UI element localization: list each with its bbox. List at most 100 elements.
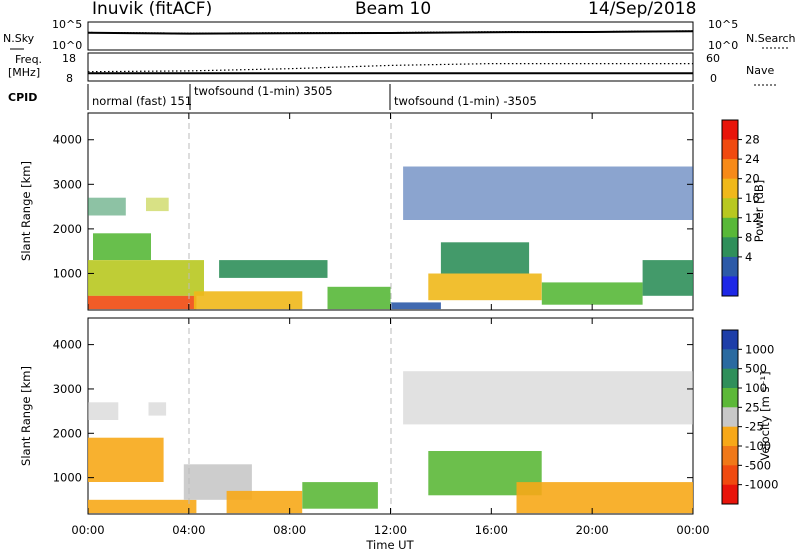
x-axis-title: Time UT xyxy=(365,538,414,552)
cpid-label: CPID xyxy=(8,91,37,104)
heatmap-region-3 xyxy=(88,499,197,514)
heatmap-region-4 xyxy=(146,197,169,212)
colorbar-frame xyxy=(721,329,739,505)
station-title: Inuvik (fitACF) xyxy=(92,0,212,19)
power-panel: 1000 2000 3000 4000 Slant Range [km] xyxy=(19,112,694,311)
velocity-colorbar: Velocity [m s⁻¹] 1000 500 100 25 -25 -100 -500… xyxy=(721,329,778,505)
beam-title: Beam 10 xyxy=(355,0,431,19)
colorbar-swatch-6 xyxy=(722,446,738,466)
freq-panel: Freq. [MHz] 18 8 60 0 Nave xyxy=(8,52,778,86)
colorbar-tick-label-0: 28 xyxy=(745,133,760,147)
colorbar-tick-label-2: 20 xyxy=(745,172,760,186)
noise-right-tick-top: 10^5 xyxy=(708,18,738,31)
heatmap-region-6 xyxy=(219,260,328,278)
colorbar-tick-label-1: 24 xyxy=(745,152,760,166)
heatmap-region-0 xyxy=(88,402,119,420)
colorbar-swatch-0 xyxy=(722,120,738,141)
freq-right-tick-top: 60 xyxy=(706,52,720,65)
noise-right-tick-bottom: 10^0 xyxy=(708,39,738,52)
x-tick-label-2: 08:00 xyxy=(273,523,306,537)
nave-series-line xyxy=(87,63,693,73)
heatmap-region-8 xyxy=(390,302,441,310)
colorbar-tick-label-4: -25 xyxy=(745,420,764,434)
colorbar-swatch-4 xyxy=(722,407,738,428)
colorbar-tick-label-6: 4 xyxy=(745,250,752,264)
velocity-panel: 1000 2000 3000 4000 Slant Range [km] xyxy=(19,317,694,515)
colorbar-swatch-2 xyxy=(722,368,738,389)
colorbar-tick-label-5: -100 xyxy=(745,439,771,453)
x-tick-label-4: 16:00 xyxy=(475,523,508,537)
colorbar-tick-label-1: 500 xyxy=(745,362,767,376)
velocity-y-label: Slant Range [km] xyxy=(19,366,33,466)
x-tick-label-0: 00:00 xyxy=(71,523,104,537)
colorbar-swatch-1 xyxy=(722,349,738,370)
colorbar-tick-label-5: 8 xyxy=(745,230,752,244)
colorbar-tick-label-3: 16 xyxy=(745,191,760,205)
heatmap-region-2 xyxy=(93,233,151,260)
date-title: 14/Sep/2018 xyxy=(588,0,696,19)
y-tick-label-1: 2000 xyxy=(53,426,82,440)
cpid-segment-1: normal (fast) 151 xyxy=(92,94,192,108)
colorbar-swatch-1 xyxy=(722,139,738,160)
freq-left-tick-bottom: 8 xyxy=(66,72,73,85)
power-colorbar: Power [dB] 28 24 20 16 12 8 4 xyxy=(721,119,766,297)
heatmap-region-1 xyxy=(88,260,204,296)
power-y-label: Slant Range [km] xyxy=(19,161,33,261)
colorbar-tick-label-3: 25 xyxy=(745,400,760,414)
y-tick-label-3: 4000 xyxy=(53,338,82,352)
colorbar-swatch-3 xyxy=(722,388,738,408)
colorbar-swatch-0 xyxy=(722,330,738,350)
cpid-segment-2: twofsound (1-min) 3505 xyxy=(194,84,333,98)
colorbar-tick-label-4: 12 xyxy=(745,211,760,225)
heatmap-region-12 xyxy=(642,260,693,296)
noise-sky-label: N.Sky xyxy=(3,32,35,45)
noise-left-tick-bottom: 10^0 xyxy=(52,39,82,52)
heatmap-region-6 xyxy=(302,482,378,509)
power-colorbar-label: Power [dB] xyxy=(752,180,766,243)
colorbar-swatch-4 xyxy=(722,198,738,219)
colorbar-swatch-6 xyxy=(722,237,738,258)
heatmap-region-1 xyxy=(148,402,167,416)
heatmap-region-7 xyxy=(327,286,391,310)
heatmap-region-5 xyxy=(226,490,303,514)
y-tick-label-0: 1000 xyxy=(53,471,82,485)
colorbar-swatch-8 xyxy=(722,484,738,505)
colorbar-tick-label-2: 100 xyxy=(745,381,767,395)
noise-panel: N.Sky 10^5 10^0 10^5 10^0 N.Search xyxy=(3,18,796,52)
heatmap-region-10 xyxy=(440,242,530,274)
heatmap-region-13 xyxy=(403,166,693,220)
heatmap-region-9 xyxy=(428,273,542,301)
y-tick-label-3: 4000 xyxy=(53,133,82,147)
heatmap-region-9 xyxy=(403,371,693,425)
velocity-colorbar-label: Velocity [m s⁻¹] xyxy=(758,371,772,460)
cpid-panel: CPID normal (fast) 151 twofsound (1-min)… xyxy=(8,84,694,110)
freq-label-line2: [MHz] xyxy=(8,66,40,79)
colorbar-swatch-3 xyxy=(722,178,738,199)
colorbar-frame xyxy=(721,119,739,297)
velocity-data-regions xyxy=(88,371,693,514)
heatmap-region-2 xyxy=(88,437,164,482)
freq-left-tick-top: 18 xyxy=(62,52,76,65)
colorbar-swatch-5 xyxy=(722,217,738,238)
colorbar-swatch-7 xyxy=(722,256,738,277)
noise-search-series-line xyxy=(87,30,694,34)
heatmap-region-11 xyxy=(541,282,643,305)
velocity-y-ticks: 1000 2000 3000 4000 xyxy=(53,338,693,485)
y-tick-label-0: 1000 xyxy=(53,266,82,280)
x-axis: 00:00 04:00 08:00 12:00 16:00 20:00 00:00 xyxy=(71,113,710,537)
noise-left-tick-top: 10^5 xyxy=(52,18,82,31)
heatmap-region-3 xyxy=(88,197,126,216)
colorbar-swatch-8 xyxy=(722,276,738,297)
heatmap-region-5 xyxy=(193,291,303,310)
x-tick-label-3: 12:00 xyxy=(374,523,407,537)
noise-search-label: N.Search xyxy=(746,32,796,45)
cpid-segment-3: twofsound (1-min) -3505 xyxy=(394,94,537,108)
y-tick-label-2: 3000 xyxy=(53,177,82,191)
x-tick-label-6: 00:00 xyxy=(676,523,709,537)
colorbar-tick-label-7: -1000 xyxy=(745,478,778,492)
x-tick-label-1: 04:00 xyxy=(172,523,205,537)
colorbar-swatch-7 xyxy=(722,465,738,486)
heatmap-region-8 xyxy=(516,482,693,514)
y-tick-label-1: 2000 xyxy=(53,222,82,236)
